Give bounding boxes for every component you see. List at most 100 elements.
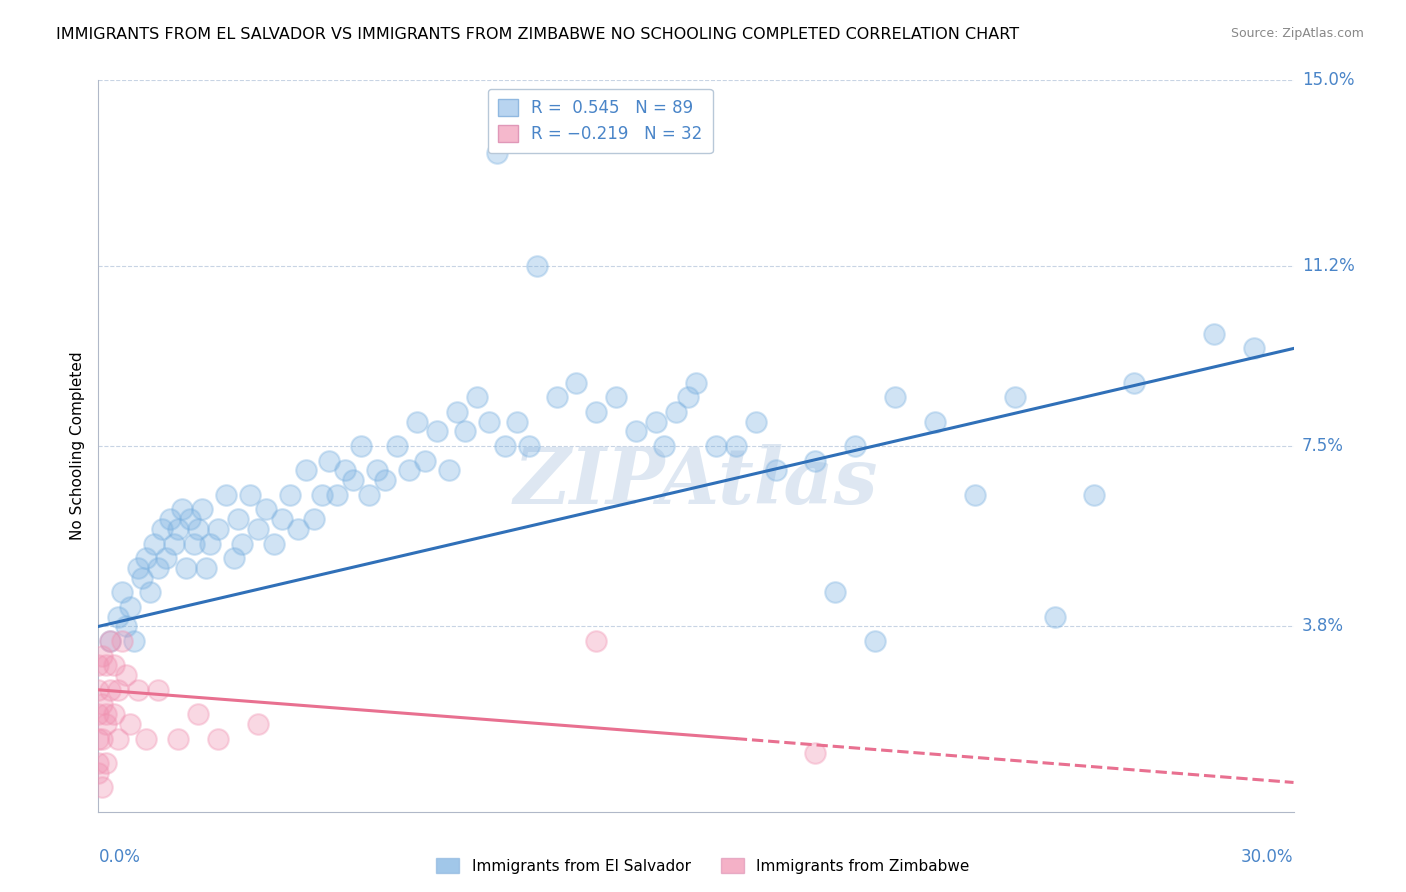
Point bbox=[342, 473, 364, 487]
Point bbox=[207, 731, 229, 746]
Point bbox=[91, 731, 114, 746]
Point bbox=[437, 463, 460, 477]
Point bbox=[124, 634, 146, 648]
Point bbox=[191, 502, 214, 516]
Point bbox=[91, 698, 114, 712]
Point bbox=[494, 439, 516, 453]
Point bbox=[385, 439, 409, 453]
Text: 0.0%: 0.0% bbox=[98, 848, 141, 866]
Point bbox=[517, 439, 540, 453]
Point bbox=[585, 634, 607, 648]
Point bbox=[478, 415, 501, 429]
Point bbox=[127, 561, 149, 575]
Point bbox=[98, 634, 122, 648]
Point bbox=[374, 473, 396, 487]
Point bbox=[96, 717, 118, 731]
Point bbox=[103, 658, 125, 673]
Point bbox=[366, 463, 388, 477]
Point bbox=[318, 453, 340, 467]
Point bbox=[294, 463, 316, 477]
Point bbox=[87, 682, 110, 697]
Point bbox=[172, 502, 194, 516]
Point bbox=[148, 561, 170, 575]
Point bbox=[585, 405, 607, 419]
Point bbox=[135, 551, 157, 566]
Point bbox=[804, 453, 827, 467]
Point bbox=[311, 488, 333, 502]
Point bbox=[565, 376, 588, 390]
Point bbox=[187, 707, 209, 722]
Point bbox=[111, 585, 134, 599]
Point bbox=[665, 405, 688, 419]
Point bbox=[195, 561, 218, 575]
Point bbox=[506, 415, 529, 429]
Point bbox=[287, 522, 309, 536]
Point bbox=[87, 731, 110, 746]
Point bbox=[765, 463, 787, 477]
Point bbox=[844, 439, 866, 453]
Point bbox=[207, 522, 229, 536]
Point bbox=[626, 425, 648, 439]
Point bbox=[111, 634, 134, 648]
Point bbox=[1123, 376, 1146, 390]
Point bbox=[526, 259, 548, 273]
Point bbox=[350, 439, 373, 453]
Point bbox=[335, 463, 357, 477]
Point bbox=[804, 746, 827, 760]
Point bbox=[1004, 390, 1026, 404]
Point bbox=[685, 376, 707, 390]
Text: 30.0%: 30.0% bbox=[1241, 848, 1294, 866]
Point bbox=[87, 756, 110, 770]
Point bbox=[963, 488, 986, 502]
Point bbox=[87, 765, 110, 780]
Text: Source: ZipAtlas.com: Source: ZipAtlas.com bbox=[1230, 27, 1364, 40]
Point bbox=[231, 536, 253, 550]
Point bbox=[215, 488, 238, 502]
Point bbox=[87, 658, 110, 673]
Point bbox=[96, 756, 118, 770]
Point bbox=[148, 682, 170, 697]
Point bbox=[413, 453, 436, 467]
Point bbox=[179, 512, 201, 526]
Point bbox=[143, 536, 166, 550]
Point bbox=[446, 405, 468, 419]
Text: 15.0%: 15.0% bbox=[1302, 71, 1354, 89]
Point bbox=[198, 536, 221, 550]
Text: 7.5%: 7.5% bbox=[1302, 437, 1344, 455]
Point bbox=[824, 585, 846, 599]
Point bbox=[96, 658, 118, 673]
Point bbox=[485, 146, 508, 161]
Point bbox=[246, 717, 269, 731]
Point bbox=[107, 682, 129, 697]
Point bbox=[1043, 609, 1066, 624]
Point bbox=[120, 599, 142, 614]
Point bbox=[91, 648, 114, 663]
Point bbox=[326, 488, 349, 502]
Text: IMMIGRANTS FROM EL SALVADOR VS IMMIGRANTS FROM ZIMBABWE NO SCHOOLING COMPLETED C: IMMIGRANTS FROM EL SALVADOR VS IMMIGRANT… bbox=[56, 27, 1019, 42]
Point bbox=[724, 439, 747, 453]
Text: 11.2%: 11.2% bbox=[1302, 257, 1354, 275]
Point bbox=[155, 551, 177, 566]
Point bbox=[163, 536, 186, 550]
Point bbox=[246, 522, 269, 536]
Point bbox=[183, 536, 205, 550]
Point bbox=[454, 425, 477, 439]
Point bbox=[115, 668, 138, 682]
Point bbox=[745, 415, 768, 429]
Point bbox=[645, 415, 668, 429]
Point bbox=[103, 707, 125, 722]
Point bbox=[546, 390, 568, 404]
Point bbox=[91, 780, 114, 795]
Point bbox=[98, 682, 122, 697]
Point bbox=[302, 512, 325, 526]
Point bbox=[98, 634, 122, 648]
Point bbox=[884, 390, 907, 404]
Text: 3.8%: 3.8% bbox=[1302, 617, 1344, 635]
Point bbox=[605, 390, 627, 404]
Point bbox=[676, 390, 699, 404]
Point bbox=[406, 415, 429, 429]
Legend: R =  0.545   N = 89, R = −0.219   N = 32: R = 0.545 N = 89, R = −0.219 N = 32 bbox=[488, 88, 713, 153]
Point bbox=[167, 522, 190, 536]
Point bbox=[87, 707, 110, 722]
Point bbox=[1202, 326, 1225, 341]
